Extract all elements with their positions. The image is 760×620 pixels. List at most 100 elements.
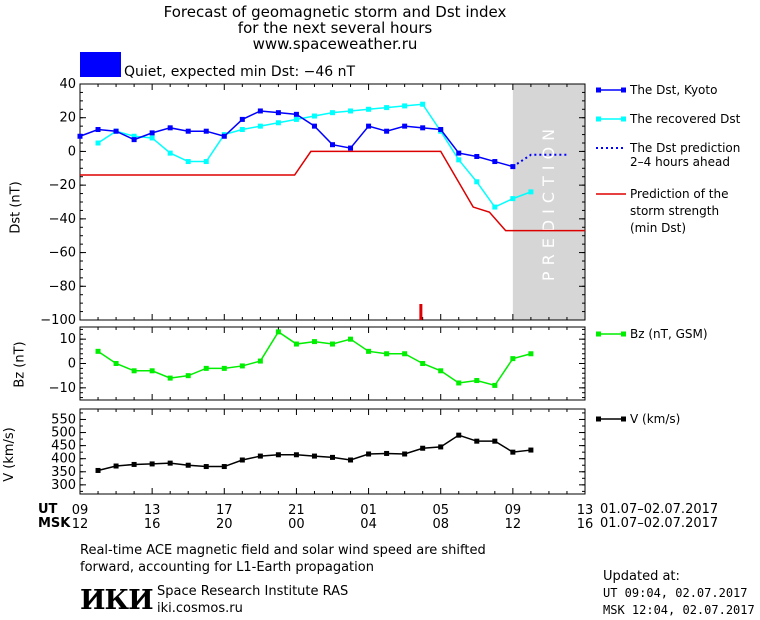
ytick-label: −60 xyxy=(49,246,76,261)
dst-kyoto-point xyxy=(77,133,83,139)
bz-point xyxy=(95,348,101,354)
velocity-point xyxy=(366,451,372,457)
dst-kyoto-point xyxy=(420,125,426,131)
bz-point xyxy=(420,361,426,366)
bz-point xyxy=(275,329,281,335)
dst-kyoto-point xyxy=(402,123,408,129)
recovered-dst-point xyxy=(384,105,390,111)
bz-point xyxy=(456,380,462,386)
velocity-point xyxy=(384,450,390,456)
ytick-label: −80 xyxy=(49,279,76,294)
footer-note-line-1: Real-time ACE magnetic field and solar w… xyxy=(80,543,486,558)
chart-title-line-2: for the next several hours xyxy=(237,19,433,37)
prediction-band-label: PREDICTION xyxy=(539,123,558,281)
dst-kyoto-point xyxy=(95,127,101,133)
recovered-dst-point xyxy=(185,159,191,165)
dst-kyoto-point xyxy=(149,130,155,136)
recovered-dst-point xyxy=(330,110,335,116)
recovered-dst-point xyxy=(402,103,408,109)
dst-kyoto-point xyxy=(330,142,335,148)
recovered-dst-point xyxy=(257,123,263,129)
ytick-label: −40 xyxy=(49,212,76,227)
msk-tick-label: 00 xyxy=(288,517,305,532)
dst-kyoto-point xyxy=(492,159,498,165)
legend-storm-1: Prediction of the xyxy=(630,187,729,201)
recovered-dst-point xyxy=(420,101,426,107)
velocity-point xyxy=(330,454,335,460)
bz-point xyxy=(384,351,390,357)
bz-point xyxy=(366,348,372,354)
dst-kyoto-point xyxy=(203,128,209,134)
v-axis-label: V (km/s) xyxy=(1,427,17,482)
recovered-dst-point xyxy=(311,113,317,119)
chart-title-url[interactable]: www.spaceweather.ru xyxy=(252,35,418,53)
ut-tick-label: 13 xyxy=(577,503,594,518)
ut-tick-label: 05 xyxy=(432,503,449,518)
bz-point xyxy=(203,365,209,371)
bz-point xyxy=(348,336,354,342)
status-color-swatch xyxy=(80,52,121,77)
iki-logo[interactable]: ИКИ xyxy=(80,585,154,616)
ytick-label: −10 xyxy=(49,381,76,396)
velocity-point xyxy=(131,461,137,467)
institute-site-link[interactable]: iki.cosmos.ru xyxy=(157,601,243,616)
dst-kyoto-point xyxy=(438,127,444,133)
dst-kyoto-point xyxy=(113,128,119,134)
bz-point xyxy=(113,361,119,366)
updated-label: Updated at: xyxy=(603,569,680,584)
ut-label: UT xyxy=(38,502,58,517)
bz-point xyxy=(185,373,191,379)
velocity-point xyxy=(149,461,155,467)
msk-tick-label: 12 xyxy=(505,517,522,532)
velocity-point xyxy=(95,467,101,473)
recovered-dst-point xyxy=(239,127,245,133)
velocity-point xyxy=(293,452,299,458)
ut-tick-label: 09 xyxy=(505,503,522,518)
ytick-label: −100 xyxy=(40,313,76,328)
velocity-point xyxy=(348,457,354,463)
ut-tick-label: 17 xyxy=(216,503,233,518)
velocity-point xyxy=(167,460,173,466)
msk-label: MSK xyxy=(38,516,71,531)
bz-point xyxy=(528,351,534,357)
legend-swatch-dst-kyoto-marker xyxy=(596,87,601,93)
recovered-dst-point xyxy=(131,133,137,139)
panel-frame-0 xyxy=(79,83,586,321)
velocity-line xyxy=(97,434,531,472)
ytick-label: 400 xyxy=(51,452,76,467)
velocity-point xyxy=(492,438,498,444)
recovered-dst-point xyxy=(510,196,516,202)
velocity-point xyxy=(257,453,263,459)
dst-kyoto-point xyxy=(311,123,317,129)
velocity-point xyxy=(402,451,408,457)
panel-frame-2 xyxy=(79,408,586,495)
velocity-point xyxy=(275,452,281,458)
dst-kyoto-point xyxy=(384,128,390,134)
ytick-label: 550 xyxy=(51,412,76,427)
chart-title-line-1: Forecast of geomagnetic storm and Dst in… xyxy=(163,3,507,21)
legend-dst-kyoto: The Dst, Kyoto xyxy=(630,83,718,97)
dst-kyoto-point xyxy=(474,153,480,159)
dst-kyoto-point xyxy=(239,116,245,122)
ut-tick-label: 13 xyxy=(144,503,161,518)
institute-name: Space Research Institute RAS xyxy=(157,584,349,599)
status-text: Quiet, expected min Dst: −46 nT xyxy=(124,64,356,80)
dst-kyoto-point xyxy=(131,137,137,143)
bz-point xyxy=(149,368,155,374)
velocity-point xyxy=(456,432,462,438)
velocity-point xyxy=(113,463,119,469)
recovered-dst-point xyxy=(474,179,480,185)
velocity-point xyxy=(239,457,245,463)
legend-v: V (km/s) xyxy=(630,412,681,426)
dst-kyoto-point xyxy=(293,111,299,117)
recovered-dst-point xyxy=(275,120,281,126)
dst-kyoto-point xyxy=(167,125,173,131)
dst-prediction-line xyxy=(512,153,567,168)
ut-tick-label: 21 xyxy=(288,503,305,518)
recovered-dst-point xyxy=(167,150,173,156)
bz-point xyxy=(131,368,137,374)
legend-swatch-dst-kyoto-marker xyxy=(621,87,626,93)
dst-kyoto-point xyxy=(275,110,281,116)
updated-ut: UT 09:04, 02.07.2017 xyxy=(603,586,748,600)
recovered-dst-point xyxy=(366,106,372,112)
